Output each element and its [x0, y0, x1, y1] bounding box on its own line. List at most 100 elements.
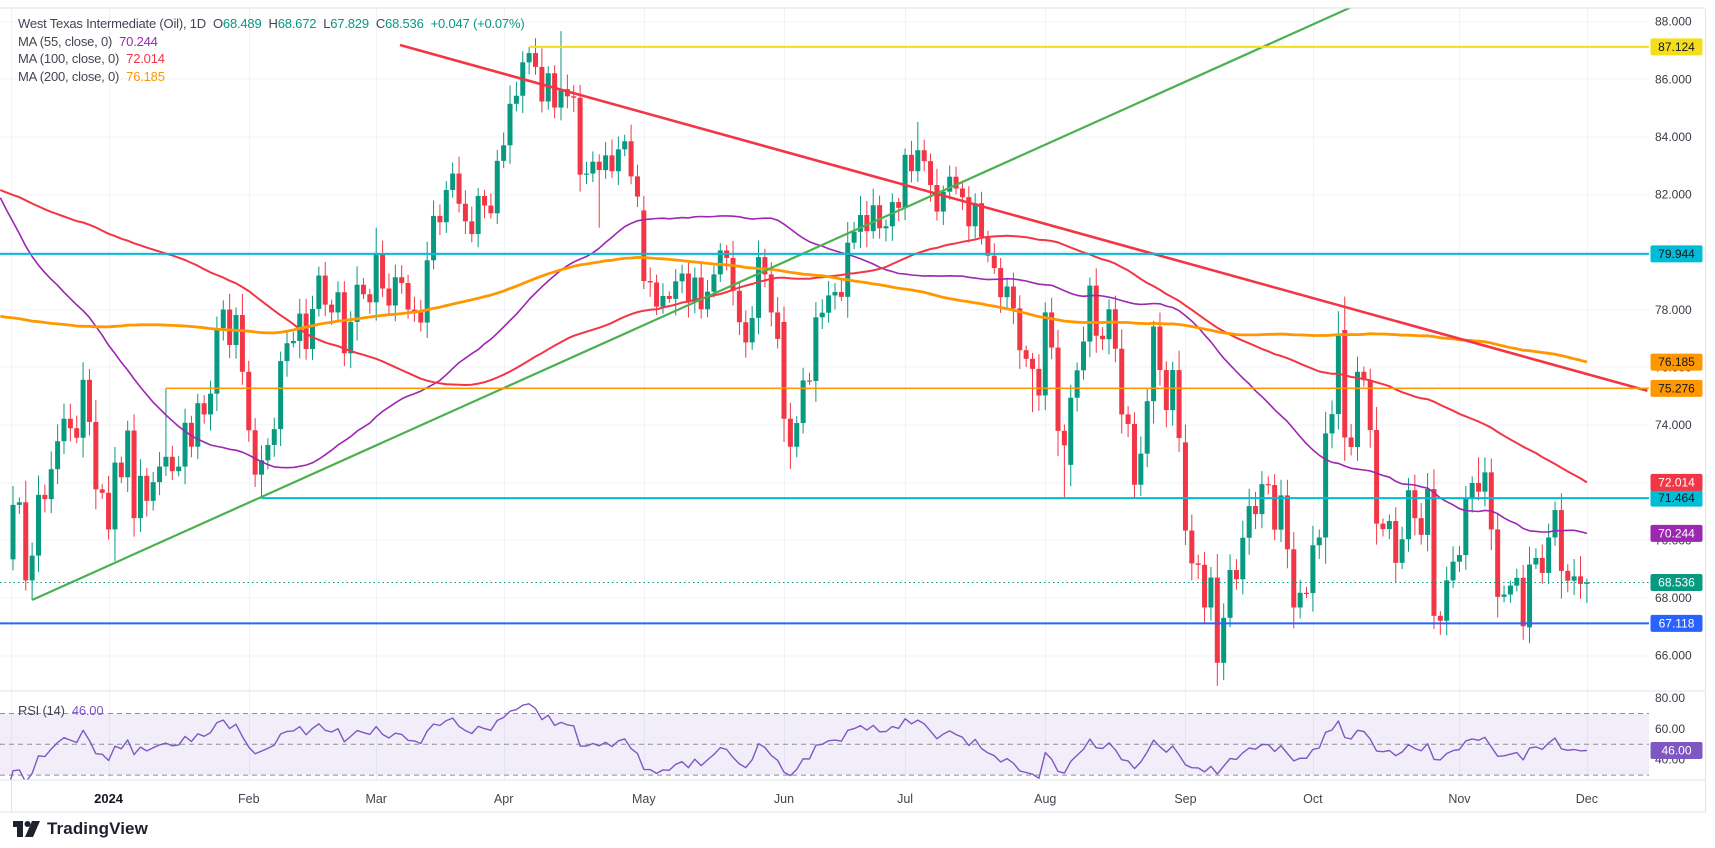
ma55-line[interactable]	[0, 197, 1588, 535]
candle[interactable]	[1017, 295, 1023, 369]
candle[interactable]	[1316, 529, 1322, 559]
candle[interactable]	[10, 485, 16, 571]
candle[interactable]	[794, 416, 800, 458]
candle[interactable]	[1342, 296, 1348, 461]
candle[interactable]	[106, 475, 112, 540]
candle[interactable]	[373, 227, 379, 321]
candle[interactable]	[456, 156, 462, 213]
candle[interactable]	[99, 484, 105, 499]
candle[interactable]	[316, 266, 322, 317]
candle[interactable]	[443, 181, 449, 233]
candle[interactable]	[322, 261, 328, 317]
candle[interactable]	[125, 420, 131, 493]
candle[interactable]	[227, 293, 233, 359]
candle[interactable]	[647, 267, 653, 297]
candle[interactable]	[1571, 559, 1577, 595]
candle[interactable]	[1055, 329, 1061, 457]
candle[interactable]	[1565, 564, 1571, 593]
candle[interactable]	[622, 134, 628, 157]
candle[interactable]	[42, 484, 48, 513]
candle[interactable]	[1284, 479, 1290, 569]
candle[interactable]	[526, 46, 532, 75]
candle[interactable]	[61, 403, 67, 454]
indicator-row-ma200[interactable]: MA (200, close, 0) 76.185	[18, 68, 524, 86]
candle[interactable]	[577, 84, 583, 192]
candle[interactable]	[1418, 502, 1424, 545]
candle[interactable]	[685, 262, 691, 318]
candle[interactable]	[1348, 423, 1354, 456]
candle[interactable]	[959, 180, 965, 211]
candle[interactable]	[1456, 546, 1462, 573]
candle[interactable]	[1176, 350, 1182, 452]
candle[interactable]	[437, 204, 443, 236]
candle[interactable]	[360, 277, 366, 299]
rsi-line[interactable]	[0, 703, 1587, 796]
candle[interactable]	[488, 193, 494, 219]
candle[interactable]	[1291, 532, 1297, 629]
candle[interactable]	[666, 291, 672, 303]
candle[interactable]	[1463, 486, 1469, 570]
candle[interactable]	[1189, 514, 1195, 581]
candle[interactable]	[450, 162, 456, 198]
candle[interactable]	[1170, 361, 1176, 426]
candle[interactable]	[1425, 473, 1431, 552]
candle[interactable]	[271, 417, 277, 457]
candle[interactable]	[1246, 488, 1252, 555]
candle[interactable]	[118, 456, 124, 484]
ma100-line[interactable]	[0, 189, 1588, 484]
candle[interactable]	[590, 151, 596, 183]
candle[interactable]	[1335, 311, 1341, 430]
candle[interactable]	[278, 351, 284, 447]
candle[interactable]	[717, 243, 723, 282]
candle[interactable]	[552, 65, 558, 119]
candle[interactable]	[775, 297, 781, 349]
candle[interactable]	[354, 266, 360, 341]
candle[interactable]	[966, 186, 972, 243]
candle[interactable]	[1546, 523, 1552, 584]
candle[interactable]	[985, 230, 991, 263]
candle[interactable]	[998, 258, 1004, 313]
candle[interactable]	[1578, 556, 1584, 599]
candle[interactable]	[74, 415, 80, 444]
candle[interactable]	[214, 316, 220, 412]
candle[interactable]	[252, 418, 258, 487]
candle[interactable]	[979, 191, 985, 245]
candle[interactable]	[462, 190, 468, 235]
candle[interactable]	[309, 295, 315, 360]
candle[interactable]	[1297, 579, 1303, 619]
candle[interactable]	[55, 424, 61, 484]
candle[interactable]	[1476, 457, 1482, 501]
candle[interactable]	[386, 273, 392, 315]
candle[interactable]	[157, 451, 163, 496]
candle[interactable]	[431, 200, 437, 270]
candle[interactable]	[239, 293, 245, 385]
candle[interactable]	[1259, 471, 1265, 529]
candle[interactable]	[679, 264, 685, 294]
candle[interactable]	[756, 240, 762, 335]
candle[interactable]	[953, 166, 959, 195]
descending-trendline[interactable]	[399, 43, 1648, 393]
candle[interactable]	[48, 451, 54, 514]
candle[interactable]	[583, 161, 589, 185]
candle[interactable]	[182, 408, 188, 485]
candle[interactable]	[991, 243, 997, 274]
candle[interactable]	[940, 185, 946, 225]
candle[interactable]	[1151, 320, 1157, 424]
candle[interactable]	[1093, 268, 1099, 353]
candle[interactable]	[1265, 476, 1271, 495]
candle[interactable]	[1144, 387, 1150, 468]
ascending-trendline[interactable]	[31, 1, 1365, 602]
candle[interactable]	[1405, 478, 1411, 552]
time-axis[interactable]: 2024 Feb Mar Apr May Jun Jul Aug Sep Oct Nov Dec	[94, 791, 1598, 806]
candle[interactable]	[1106, 299, 1112, 355]
candle[interactable]	[705, 280, 711, 318]
candle[interactable]	[1450, 546, 1456, 589]
candle[interactable]	[86, 369, 92, 436]
candle[interactable]	[1310, 525, 1316, 612]
candle[interactable]	[1240, 520, 1246, 595]
indicator-row-ma100[interactable]: MA (100, close, 0) 72.014	[18, 50, 524, 68]
candle[interactable]	[813, 302, 819, 402]
candle[interactable]	[615, 136, 621, 186]
candle[interactable]	[150, 472, 156, 511]
